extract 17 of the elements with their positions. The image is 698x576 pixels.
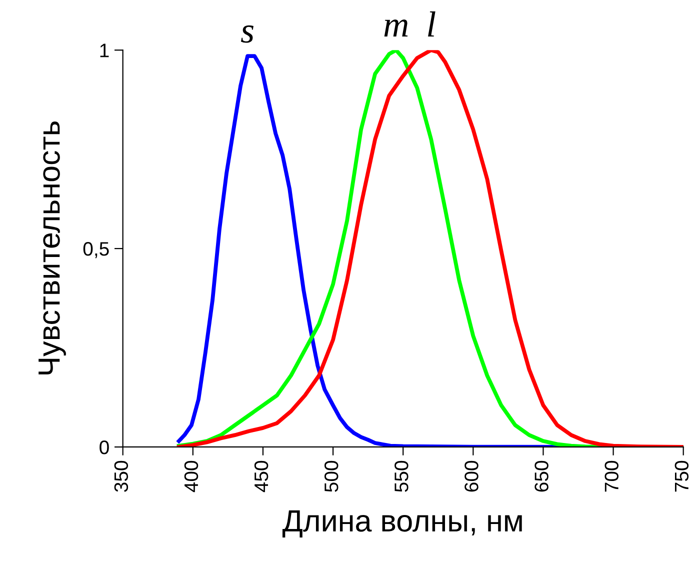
x-tick-label: 450 <box>254 460 268 492</box>
series-label: s <box>240 25 254 43</box>
series-label: l <box>428 11 436 36</box>
series-label: m <box>384 19 408 36</box>
x-tick-label: 700 <box>604 460 618 492</box>
x-tick-label: 350 <box>114 460 128 492</box>
y-tick-label: 1 <box>100 44 109 58</box>
x-axis-title: Длина волны, нм <box>282 510 522 538</box>
x-tick-label: 600 <box>464 460 478 492</box>
x-tick-label: 500 <box>324 460 338 492</box>
x-tick-label: 550 <box>394 460 408 492</box>
x-tick-label: 650 <box>534 460 548 492</box>
y-tick-label: 0 <box>100 440 109 454</box>
x-tick-label: 400 <box>184 460 198 492</box>
y-tick-label: 0,5 <box>83 242 109 258</box>
y-axis-title: Чувствительность <box>38 122 66 374</box>
x-tick-label: 750 <box>674 460 689 492</box>
